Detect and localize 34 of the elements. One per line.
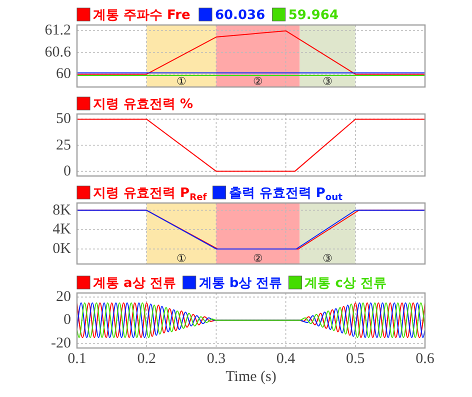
legend-label: 계통 b상 전류: [198, 276, 282, 290]
legend-label: 계통 a상 전류: [93, 276, 176, 290]
x-tick-label: 0.3: [206, 351, 226, 367]
legend-label: 59.964: [288, 8, 339, 22]
y-tick-label: 60: [56, 66, 71, 82]
y-tick-label: 0: [64, 312, 71, 328]
y-tick-label: 8K: [52, 202, 72, 218]
y-tick-label: 61.2: [44, 22, 71, 38]
legend-label: 계통 c상 전류: [304, 276, 386, 290]
legend-label: 지령 유효전력 P$_{Ref}$: [93, 186, 208, 203]
x-tick-label: 0.5: [346, 351, 365, 367]
x-tick-label: 0.4: [276, 351, 296, 367]
y-tick-label: 4K: [52, 222, 72, 238]
y-tick-label: -20: [51, 335, 71, 352]
x-axis-title: Time (s): [226, 369, 276, 385]
legend-label: 계통 주파수 Fre: [93, 8, 191, 22]
y-tick-label: 0K: [52, 240, 72, 257]
y-tick-label: 50: [56, 111, 71, 128]
annotation: ②: [253, 74, 264, 88]
annotation: ②: [253, 252, 264, 264]
legend-label: 출력 유효전력 P$_{out}$: [228, 186, 344, 203]
annotation: ①: [176, 252, 186, 264]
x-tick-label: 0.6: [416, 351, 435, 367]
y-tick-label: 0: [64, 163, 71, 180]
y-tick-label: 25: [56, 137, 71, 154]
y-tick-label: 20: [56, 289, 71, 306]
y-tick-label: 60.6: [44, 44, 72, 60]
legend-label: 60.036: [214, 8, 266, 22]
x-tick-label: 0.2: [137, 351, 156, 367]
x-tick-label: 0.1: [68, 351, 86, 367]
annotation: ③: [322, 74, 333, 88]
legend-label: 지령 유효전력 %: [93, 96, 194, 112]
annotation: ①: [176, 74, 186, 88]
annotation: ③: [322, 252, 333, 264]
